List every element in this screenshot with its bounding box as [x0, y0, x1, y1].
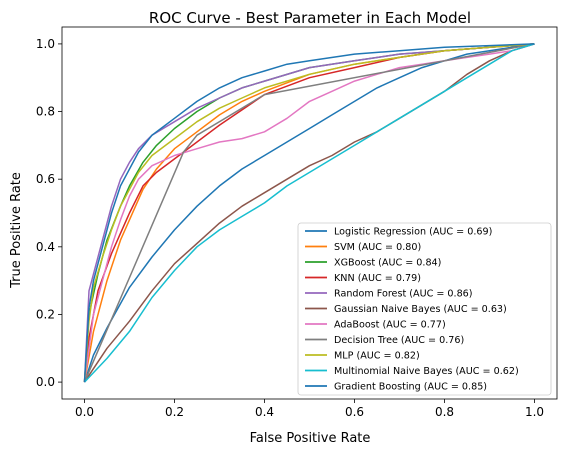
roc-series-line-9: [83, 43, 535, 383]
y-tick-label: 0.4: [36, 240, 55, 254]
roc-series-line-8: [83, 43, 535, 383]
legend-label: Multinomial Naive Bayes (AUC = 0.62): [334, 366, 519, 377]
legend-label: Random Forest (AUC = 0.86): [334, 289, 473, 300]
x-tick-label: 0.4: [255, 405, 274, 419]
x-tick-label: 1.0: [525, 405, 544, 419]
roc-series-line-7: [83, 43, 535, 383]
legend-label: MLP (AUC = 0.82): [334, 351, 420, 362]
legend-label: Gradient Boosting (AUC = 0.85): [334, 382, 487, 393]
y-axis-label: True Positive Rate: [9, 172, 24, 289]
x-axis-label: False Positive Rate: [250, 431, 371, 446]
legend-label: Logistic Regression (AUC = 0.69): [334, 227, 492, 238]
roc-series-line-5: [83, 43, 535, 383]
legend: Logistic Regression (AUC = 0.69) SVM (AUC…: [297, 222, 552, 396]
x-tick-label: 0.6: [345, 405, 364, 419]
legend-label: KNN (AUC = 0.79): [334, 273, 421, 284]
y-tick-label: 0.2: [36, 307, 55, 321]
y-tick-label: 0.6: [36, 172, 55, 186]
roc-series-line-0: [83, 43, 535, 383]
legend-box: [297, 222, 552, 396]
legend-label: SVM (AUC = 0.80): [334, 242, 421, 253]
y-tick-label: 0.0: [36, 375, 55, 389]
legend-label: XGBoost (AUC = 0.84): [334, 258, 441, 269]
roc-series-line-4: [83, 43, 535, 383]
y-tick-label: 1.0: [36, 37, 55, 51]
legend-label: Gaussian Naive Bayes (AUC = 0.63): [334, 304, 507, 315]
x-tick-label: 0.2: [165, 405, 184, 419]
y-tick-label: 0.8: [36, 105, 55, 119]
roc-series-line-10: [83, 43, 535, 383]
x-tick-label: 0.0: [75, 405, 94, 419]
plot-frame: [61, 26, 558, 400]
legend-label: AdaBoost (AUC = 0.77): [334, 320, 446, 331]
legend-label: Decision Tree (AUC = 0.76): [334, 335, 464, 346]
chart-title: ROC Curve - Best Parameter in Each Model: [149, 9, 471, 27]
x-tick-label: 0.8: [435, 405, 454, 419]
